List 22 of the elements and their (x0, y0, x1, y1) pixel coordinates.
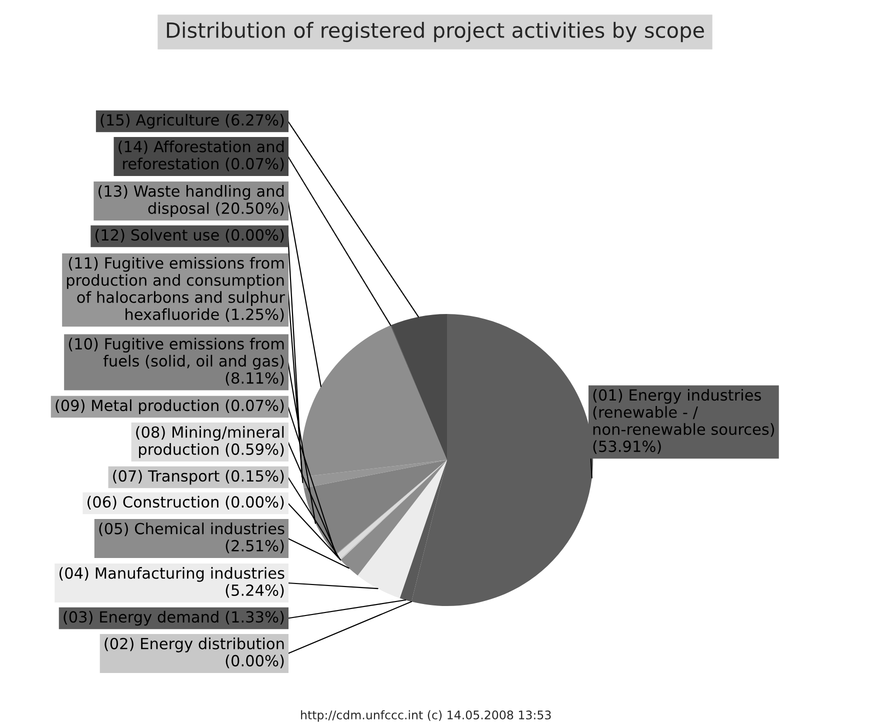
chart-title: Distribution of registered project activities by scope (166, 22, 704, 42)
slice-label: (11) Fugitive emissions from production and consumption of halocarbons and sulphur hexafluoride (1.25%) (66, 256, 285, 322)
data-label: (5.24%) (226, 584, 284, 598)
slice-label: (08) Mining/mineral production (0.59%) (136, 426, 284, 458)
slice-label: (01) Energy industries (renewable - / non-renewable sources) (593, 388, 774, 437)
data-label: (53.91%) (593, 440, 661, 454)
category-label: (12) Solvent use (0.00%) (95, 228, 284, 242)
slice-label: (14) Afforestation and reforestation (0.07%) (118, 140, 284, 172)
data-label: (2.51%) (226, 540, 284, 554)
slice-label: (10) Fugitive emissions from fuels (solid, oil and gas) (68, 338, 284, 370)
slice-label: (05) Chemical industries (99, 522, 284, 536)
category-label: (06) Construction (0.00%) (88, 496, 284, 510)
data-label: (8.11%) (226, 372, 284, 386)
slice-label: (07) Transport (0.15%) (113, 470, 284, 485)
text: (0.00%) (226, 654, 284, 668)
category-label: (02) Energy distribution (104, 638, 284, 652)
slice-label: (03) Energy demand (1.33%) (64, 610, 284, 626)
text: http://cdm.unfccc.int (c) 14.05.2008 13:53 (301, 710, 551, 722)
slice-label: (04) Manufacturing industries (59, 567, 284, 582)
slice-label: (13) Waste handling and disposal (20.50%) (98, 185, 284, 217)
slice-label: (15) Agriculture (6.27%) (100, 114, 284, 129)
slice-label: (09) Metal production (0.07%) (56, 399, 284, 414)
